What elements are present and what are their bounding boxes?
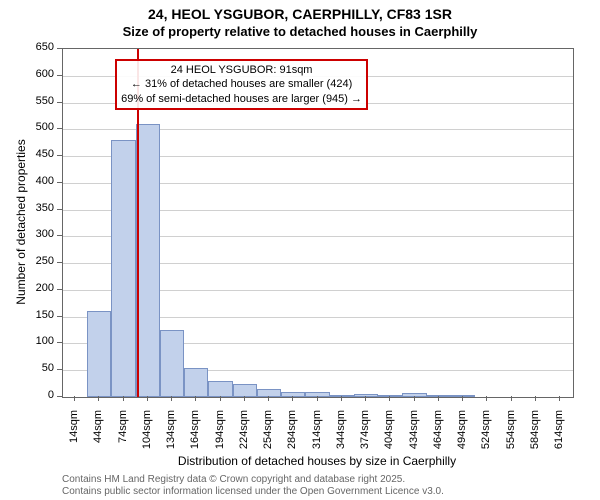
y-tick-label: 150 — [24, 310, 54, 321]
attribution-text: Contains HM Land Registry data © Crown c… — [62, 474, 444, 498]
x-tick-mark — [486, 396, 487, 401]
x-tick-mark — [535, 396, 536, 401]
x-tick-label: 44sqm — [92, 410, 104, 470]
y-tick-mark — [57, 155, 62, 156]
y-tick-label: 200 — [24, 283, 54, 294]
attribution-line2: Contains public sector information licen… — [62, 486, 444, 498]
x-tick-label: 464sqm — [432, 410, 444, 470]
x-tick-mark — [389, 396, 390, 401]
x-tick-mark — [147, 396, 148, 401]
x-tick-mark — [268, 396, 269, 401]
y-tick-mark — [57, 396, 62, 397]
y-tick-label: 450 — [24, 149, 54, 160]
x-tick-mark — [341, 396, 342, 401]
x-tick-label: 344sqm — [335, 410, 347, 470]
x-tick-mark — [244, 396, 245, 401]
y-tick-label: 550 — [24, 96, 54, 107]
y-tick-mark — [57, 316, 62, 317]
y-tick-mark — [57, 209, 62, 210]
y-tick-label: 100 — [24, 336, 54, 347]
y-tick-label: 350 — [24, 203, 54, 214]
x-tick-label: 374sqm — [359, 410, 371, 470]
x-tick-label: 104sqm — [141, 410, 153, 470]
x-tick-mark — [462, 396, 463, 401]
y-tick-mark — [57, 235, 62, 236]
x-tick-mark — [317, 396, 318, 401]
x-tick-label: 554sqm — [505, 410, 517, 470]
x-tick-label: 164sqm — [189, 410, 201, 470]
histogram-bar — [184, 368, 208, 397]
histogram-bar — [208, 381, 232, 397]
x-tick-mark — [98, 396, 99, 401]
x-tick-mark — [195, 396, 196, 401]
x-tick-mark — [220, 396, 221, 401]
page-title-line2: Size of property relative to detached ho… — [0, 24, 600, 39]
y-tick-label: 650 — [24, 42, 54, 53]
x-tick-label: 224sqm — [238, 410, 250, 470]
histogram-bar — [87, 311, 111, 397]
x-tick-label: 494sqm — [456, 410, 468, 470]
y-tick-label: 400 — [24, 176, 54, 187]
x-tick-label: 404sqm — [383, 410, 395, 470]
x-tick-label: 614sqm — [553, 410, 565, 470]
y-tick-label: 600 — [24, 69, 54, 80]
y-tick-label: 50 — [24, 363, 54, 374]
histogram-bar — [330, 395, 354, 397]
y-tick-mark — [57, 262, 62, 263]
annotation-line: 69% of semi-detached houses are larger (… — [121, 92, 362, 106]
y-tick-mark — [57, 182, 62, 183]
x-tick-mark — [559, 396, 560, 401]
y-tick-mark — [57, 369, 62, 370]
annotation-line: 24 HEOL YSGUBOR: 91sqm — [121, 63, 362, 77]
x-tick-label: 314sqm — [311, 410, 323, 470]
x-tick-mark — [74, 396, 75, 401]
histogram-bar — [111, 140, 135, 397]
y-tick-mark — [57, 128, 62, 129]
x-tick-label: 284sqm — [286, 410, 298, 470]
annotation-line: ← 31% of detached houses are smaller (42… — [121, 77, 362, 91]
histogram-bar — [136, 124, 160, 397]
y-tick-label: 300 — [24, 229, 54, 240]
x-tick-label: 584sqm — [529, 410, 541, 470]
chart-plot-area: 24 HEOL YSGUBOR: 91sqm← 31% of detached … — [62, 48, 574, 398]
x-tick-label: 194sqm — [214, 410, 226, 470]
x-tick-mark — [438, 396, 439, 401]
x-tick-mark — [365, 396, 366, 401]
x-tick-mark — [511, 396, 512, 401]
y-tick-mark — [57, 75, 62, 76]
histogram-bar — [233, 384, 257, 397]
page-title-line1: 24, HEOL YSGUBOR, CAERPHILLY, CF83 1SR — [0, 6, 600, 22]
x-tick-label: 254sqm — [262, 410, 274, 470]
y-tick-mark — [57, 102, 62, 103]
y-tick-label: 250 — [24, 256, 54, 267]
y-tick-mark — [57, 289, 62, 290]
y-tick-label: 0 — [24, 390, 54, 401]
x-tick-mark — [414, 396, 415, 401]
y-tick-mark — [57, 48, 62, 49]
x-tick-label: 74sqm — [117, 410, 129, 470]
x-tick-label: 14sqm — [68, 410, 80, 470]
y-tick-label: 500 — [24, 122, 54, 133]
x-tick-label: 134sqm — [165, 410, 177, 470]
histogram-bar — [160, 330, 184, 397]
x-tick-label: 524sqm — [480, 410, 492, 470]
annotation-callout: 24 HEOL YSGUBOR: 91sqm← 31% of detached … — [115, 59, 368, 110]
x-tick-mark — [171, 396, 172, 401]
x-tick-mark — [292, 396, 293, 401]
attribution-line1: Contains HM Land Registry data © Crown c… — [62, 474, 444, 486]
y-tick-mark — [57, 342, 62, 343]
x-tick-mark — [123, 396, 124, 401]
x-tick-label: 434sqm — [408, 410, 420, 470]
